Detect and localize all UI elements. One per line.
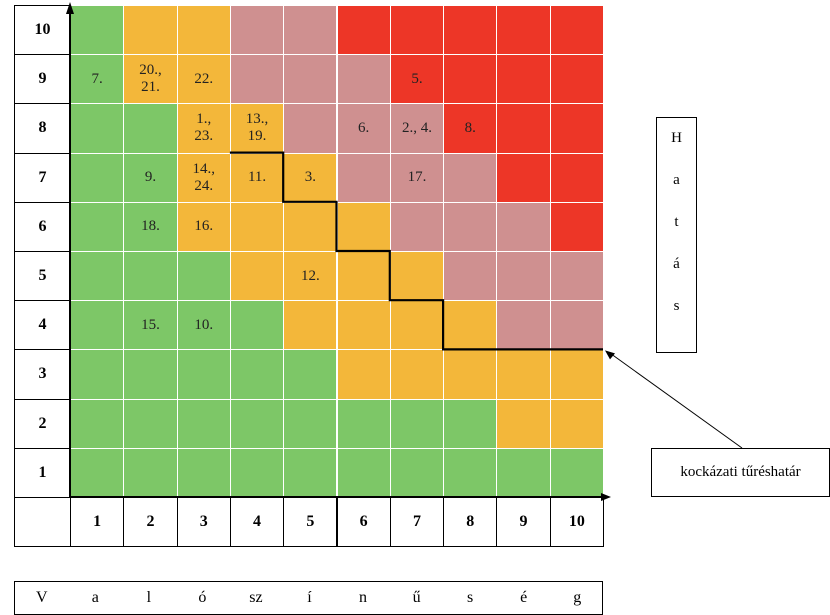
risk-cell bbox=[496, 103, 551, 154]
x-axis-title-letter: ó bbox=[198, 589, 207, 606]
risk-cell bbox=[283, 201, 338, 252]
risk-cell bbox=[123, 251, 178, 302]
risk-cell bbox=[389, 349, 445, 400]
risk-cell bbox=[443, 398, 498, 449]
risk-cell: 16. bbox=[176, 201, 231, 252]
risk-cell bbox=[549, 54, 604, 105]
risk-cell bbox=[283, 54, 338, 105]
pointer-arrowhead bbox=[605, 350, 615, 360]
x-axis-title-letter: s bbox=[467, 589, 474, 606]
risk-cell bbox=[229, 398, 285, 449]
x-axis-arrowhead bbox=[601, 493, 611, 501]
risk-cell bbox=[443, 5, 498, 56]
risk-cell bbox=[336, 152, 391, 203]
risk-cell bbox=[496, 349, 551, 400]
risk-cell bbox=[283, 398, 338, 449]
risk-cell: 18. bbox=[123, 201, 178, 252]
risk-cell: 10. bbox=[176, 300, 231, 351]
y-axis-title-letter: á bbox=[673, 256, 680, 272]
column-label-10: 10 bbox=[549, 497, 604, 548]
risk-cell: 5. bbox=[389, 54, 445, 105]
y-axis-arrowhead bbox=[66, 2, 74, 14]
risk-cell bbox=[229, 201, 285, 252]
y-axis-title-letter: a bbox=[673, 172, 680, 188]
risk-cell bbox=[336, 447, 391, 498]
risk-cell bbox=[70, 103, 125, 154]
risk-cell bbox=[443, 251, 498, 302]
x-axis-title-letter: g bbox=[573, 589, 582, 606]
x-axis-title-letter: a bbox=[91, 589, 99, 606]
y-axis-title-letter: t bbox=[674, 214, 679, 230]
risk-cell bbox=[549, 349, 604, 400]
x-axis-title-letter: n bbox=[359, 589, 368, 606]
row-label-10: 10 bbox=[14, 5, 71, 56]
row-label-2: 2 bbox=[14, 398, 71, 449]
risk-cell bbox=[496, 152, 551, 203]
column-label-8: 8 bbox=[443, 497, 498, 548]
row-label-6: 6 bbox=[14, 201, 71, 252]
y-axis-title-letter: s bbox=[673, 298, 680, 314]
column-label-6: 6 bbox=[336, 497, 391, 548]
row-label-7: 7 bbox=[14, 152, 71, 203]
column-label-1: 1 bbox=[70, 497, 125, 548]
x-axis-title-letter: V bbox=[35, 589, 48, 606]
x-axis-title-letter: í bbox=[307, 589, 312, 606]
x-axis-title-letter: é bbox=[520, 589, 528, 606]
risk-cell: 13., 19. bbox=[229, 103, 285, 154]
x-axis-title-letter: sz bbox=[249, 589, 263, 606]
risk-cell bbox=[496, 54, 551, 105]
column-label-9: 9 bbox=[496, 497, 551, 548]
risk-cell: 22. bbox=[176, 54, 231, 105]
risk-cell bbox=[229, 300, 285, 351]
risk-cell bbox=[70, 349, 125, 400]
risk-cell bbox=[549, 447, 604, 498]
risk-cell bbox=[496, 201, 551, 252]
column-label-5: 5 bbox=[283, 497, 338, 548]
risk-cell bbox=[123, 349, 178, 400]
risk-cell bbox=[443, 447, 498, 498]
row-label-8: 8 bbox=[14, 103, 71, 154]
risk-cell bbox=[443, 349, 498, 400]
column-label-2: 2 bbox=[123, 497, 178, 548]
risk-cell bbox=[549, 251, 604, 302]
risk-cell bbox=[229, 447, 285, 498]
risk-cell: 2., 4. bbox=[389, 103, 445, 154]
risk-tolerance-label: kockázati tűréshatár bbox=[651, 448, 830, 497]
risk-cell: 6. bbox=[336, 103, 391, 154]
risk-cell bbox=[549, 300, 604, 351]
row-label-4: 4 bbox=[14, 300, 71, 351]
risk-cell bbox=[176, 398, 231, 449]
risk-cell bbox=[336, 54, 391, 105]
risk-tolerance-boundary bbox=[229, 151, 603, 351]
risk-cell: 9. bbox=[123, 152, 178, 203]
y-axis-title-letter: H bbox=[671, 130, 682, 146]
x-axis-title-letter: l bbox=[146, 589, 152, 606]
risk-cell bbox=[336, 251, 391, 302]
row-label-5: 5 bbox=[14, 251, 71, 302]
corner-cell bbox=[14, 497, 71, 548]
risk-cell: 20., 21. bbox=[123, 54, 178, 105]
risk-cell bbox=[70, 251, 125, 302]
x-axis-title-letter: ű bbox=[412, 589, 421, 606]
pointer-line bbox=[608, 351, 743, 449]
risk-cell bbox=[123, 398, 178, 449]
risk-cell bbox=[549, 152, 604, 203]
risk-cell bbox=[496, 5, 551, 56]
risk-cell bbox=[443, 54, 498, 105]
risk-cell bbox=[389, 447, 445, 498]
risk-cell bbox=[549, 398, 604, 449]
